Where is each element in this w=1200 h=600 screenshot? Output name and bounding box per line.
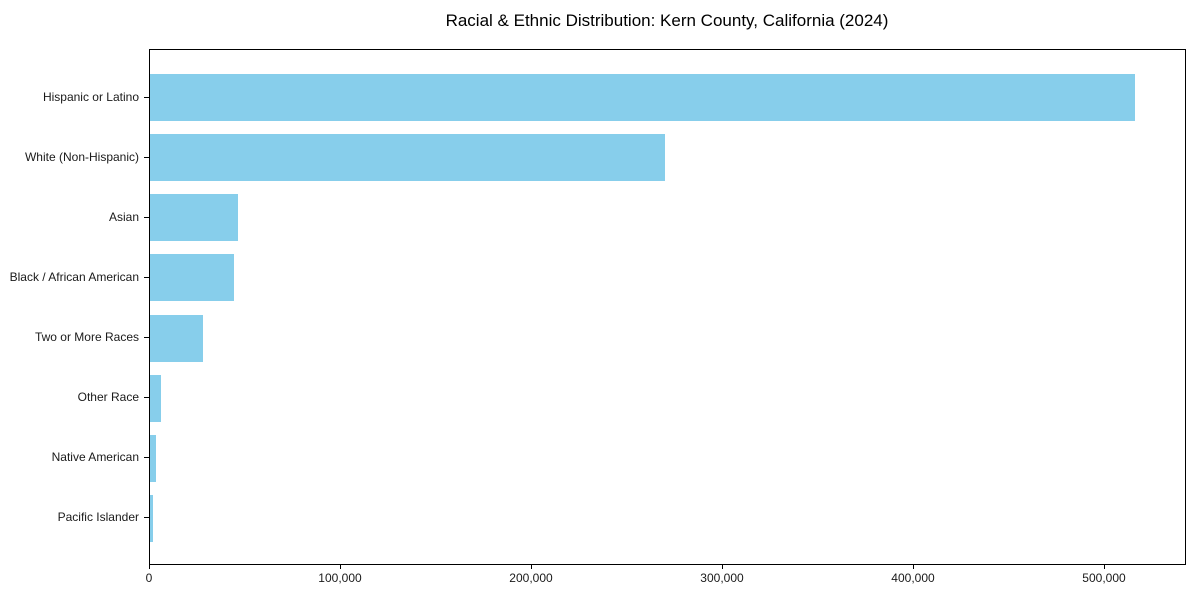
y-tick-label: Black / African American xyxy=(9,270,139,284)
x-tick-mark xyxy=(913,565,914,569)
x-tick-label: 400,000 xyxy=(891,571,935,585)
y-tick-label: Native American xyxy=(51,450,139,464)
bar-white-non-hispanic xyxy=(150,134,665,182)
y-tick-label: Two or More Races xyxy=(34,330,139,344)
y-tick-label: Pacific Islander xyxy=(57,510,139,524)
x-tick-mark xyxy=(1104,565,1105,569)
y-tick-mark xyxy=(144,517,149,518)
x-tick-mark xyxy=(722,565,723,569)
x-tick-label: 200,000 xyxy=(509,571,553,585)
x-tick-mark xyxy=(531,565,532,569)
y-tick-label: Asian xyxy=(108,210,139,224)
y-tick-mark xyxy=(144,217,149,218)
y-tick-mark xyxy=(144,397,149,398)
plot-area xyxy=(149,49,1186,565)
y-tick-mark xyxy=(144,457,149,458)
bar-pacific-islander xyxy=(150,494,154,542)
bar-black-african-american xyxy=(150,254,234,302)
x-tick-mark xyxy=(340,565,341,569)
y-tick-mark xyxy=(144,277,149,278)
bar-hispanic-or-latino xyxy=(150,74,1136,121)
bar-other-race xyxy=(150,374,162,422)
bar-native-american xyxy=(150,434,156,482)
bar-two-or-more-races xyxy=(150,314,204,362)
y-tick-mark xyxy=(144,337,149,338)
chart-title: Racial & Ethnic Distribution: Kern Count… xyxy=(445,11,889,30)
y-tick-label: Other Race xyxy=(77,390,139,404)
bar-asian xyxy=(150,194,238,242)
y-tick-mark xyxy=(144,97,149,98)
y-tick-label: White (Non-Hispanic) xyxy=(24,150,139,164)
x-tick-label: 100,000 xyxy=(318,571,362,585)
y-tick-label: Hispanic or Latino xyxy=(42,90,139,104)
y-tick-mark xyxy=(144,157,149,158)
x-tick-mark xyxy=(149,565,150,569)
x-tick-label: 300,000 xyxy=(700,571,744,585)
x-tick-label: 500,000 xyxy=(1082,571,1126,585)
x-tick-label: 0 xyxy=(145,571,153,585)
